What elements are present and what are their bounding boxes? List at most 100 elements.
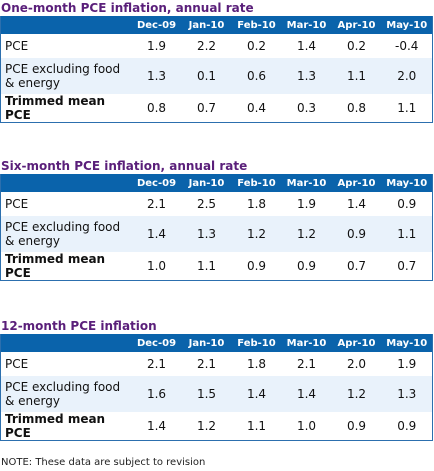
- section-one-month: One-month PCE inflation, annual rate Dec…: [0, 0, 433, 123]
- table-row: PCE 2.1 2.5 1.8 1.9 1.4 0.9: [0, 192, 433, 216]
- table-cell: 1.8: [231, 192, 282, 216]
- table-cell: 1.4: [231, 376, 282, 412]
- table-cell: 2.2: [181, 34, 232, 58]
- table-cell: 1.3: [381, 376, 433, 412]
- table-row: PCE 2.1 2.1 1.8 2.1 2.0 1.9: [0, 352, 433, 376]
- table-cell: 0.2: [331, 34, 382, 58]
- table-cell: 0.7: [331, 252, 382, 281]
- section-twelve-month: 12-month PCE inflation Dec-09 Jan-10 Feb…: [0, 318, 433, 441]
- column-header: May-10: [381, 16, 433, 34]
- table-cell: 1.4: [331, 192, 382, 216]
- table-cell: 1.2: [231, 216, 282, 252]
- column-header: Mar-10: [281, 174, 332, 192]
- column-header: Apr-10: [331, 334, 382, 352]
- column-header: Feb-10: [231, 16, 282, 34]
- table-cell: 1.4: [131, 412, 182, 441]
- table-cell: 2.0: [381, 58, 433, 94]
- table-cell: 1.3: [181, 216, 232, 252]
- table-cell: 1.3: [281, 58, 332, 94]
- table-cell: 0.9: [231, 252, 282, 281]
- row-label: PCE: [0, 34, 132, 58]
- table-cell: 1.6: [131, 376, 182, 412]
- table-cell: 1.9: [281, 192, 332, 216]
- column-header: May-10: [381, 174, 433, 192]
- data-table: Dec-09 Jan-10 Feb-10 Mar-10 Apr-10 May-1…: [0, 174, 433, 281]
- table-row: Trimmed mean PCE 0.8 0.7 0.4 0.3 0.8 1.1: [0, 94, 433, 123]
- table-cell: 1.1: [331, 58, 382, 94]
- section-title: 12-month PCE inflation: [1, 319, 157, 333]
- revision-note: NOTE: These data are subject to revision: [1, 457, 206, 468]
- table-cell: 1.5: [181, 376, 232, 412]
- table-cell: 0.9: [381, 192, 433, 216]
- table-cell: 0.9: [381, 412, 433, 441]
- data-table: Dec-09 Jan-10 Feb-10 Mar-10 Apr-10 May-1…: [0, 334, 433, 441]
- row-label: Trimmed mean PCE: [0, 412, 132, 441]
- table-cell: 1.2: [331, 376, 382, 412]
- header-corner: [0, 334, 132, 352]
- table-cell: 1.1: [381, 216, 433, 252]
- table-cell: 1.4: [281, 376, 332, 412]
- column-header: May-10: [381, 334, 433, 352]
- row-label: Trimmed mean PCE: [0, 94, 132, 123]
- column-header: Mar-10: [281, 334, 332, 352]
- table-cell: 1.0: [131, 252, 182, 281]
- table-cell: 2.5: [181, 192, 232, 216]
- column-header: Apr-10: [331, 16, 382, 34]
- table-cell: 2.1: [281, 352, 332, 376]
- row-label: PCE excluding food & energy: [0, 58, 132, 94]
- table-cell: 1.9: [381, 352, 433, 376]
- table-cell: 2.1: [131, 192, 182, 216]
- row-label: PCE: [0, 352, 132, 376]
- table-cell: 0.9: [331, 216, 382, 252]
- column-header: Dec-09: [131, 334, 182, 352]
- row-label: PCE excluding food & energy: [0, 216, 132, 252]
- table-cell: 1.1: [231, 412, 282, 441]
- table-cell: 0.6: [231, 58, 282, 94]
- column-header: Jan-10: [181, 174, 232, 192]
- table-cell: 1.4: [131, 216, 182, 252]
- column-header: Dec-09: [131, 16, 182, 34]
- column-header: Jan-10: [181, 16, 232, 34]
- data-table: Dec-09 Jan-10 Feb-10 Mar-10 Apr-10 May-1…: [0, 16, 433, 123]
- header-row: Dec-09 Jan-10 Feb-10 Mar-10 Apr-10 May-1…: [0, 334, 433, 352]
- table-cell: 1.9: [131, 34, 182, 58]
- table-cell: 0.7: [381, 252, 433, 281]
- table-cell: -0.4: [381, 34, 433, 58]
- row-label: PCE excluding food & energy: [0, 376, 132, 412]
- table-cell: 0.8: [131, 94, 182, 123]
- table-row: PCE 1.9 2.2 0.2 1.4 0.2 -0.4: [0, 34, 433, 58]
- table-cell: 0.1: [181, 58, 232, 94]
- column-header: Feb-10: [231, 334, 282, 352]
- section-title: Six-month PCE inflation, annual rate: [1, 159, 248, 173]
- table-cell: 2.1: [131, 352, 182, 376]
- table-cell: 1.2: [281, 216, 332, 252]
- table-row: Trimmed mean PCE 1.4 1.2 1.1 1.0 0.9 0.9: [0, 412, 433, 441]
- table-row: PCE excluding food & energy 1.3 0.1 0.6 …: [0, 58, 433, 94]
- row-label: Trimmed mean PCE: [0, 252, 132, 281]
- table-cell: 1.3: [131, 58, 182, 94]
- section-title: One-month PCE inflation, annual rate: [1, 1, 254, 15]
- table-cell: 0.9: [331, 412, 382, 441]
- header-row: Dec-09 Jan-10 Feb-10 Mar-10 Apr-10 May-1…: [0, 174, 433, 192]
- table-cell: 0.7: [181, 94, 232, 123]
- table-cell: 0.9: [281, 252, 332, 281]
- column-header: Apr-10: [331, 174, 382, 192]
- table-cell: 0.2: [231, 34, 282, 58]
- table-cell: 1.2: [181, 412, 232, 441]
- section-six-month: Six-month PCE inflation, annual rate Dec…: [0, 158, 433, 281]
- header-row: Dec-09 Jan-10 Feb-10 Mar-10 Apr-10 May-1…: [0, 16, 433, 34]
- table-cell: 2.0: [331, 352, 382, 376]
- column-header: Jan-10: [181, 334, 232, 352]
- table-row: Trimmed mean PCE 1.0 1.1 0.9 0.9 0.7 0.7: [0, 252, 433, 281]
- row-label: PCE: [0, 192, 132, 216]
- table-cell: 1.1: [381, 94, 433, 123]
- column-header: Feb-10: [231, 174, 282, 192]
- table-cell: 0.8: [331, 94, 382, 123]
- column-header: Dec-09: [131, 174, 182, 192]
- table-cell: 1.4: [281, 34, 332, 58]
- table-cell: 1.8: [231, 352, 282, 376]
- table-cell: 1.0: [281, 412, 332, 441]
- table-row: PCE excluding food & energy 1.6 1.5 1.4 …: [0, 376, 433, 412]
- table-cell: 1.1: [181, 252, 232, 281]
- column-header: Mar-10: [281, 16, 332, 34]
